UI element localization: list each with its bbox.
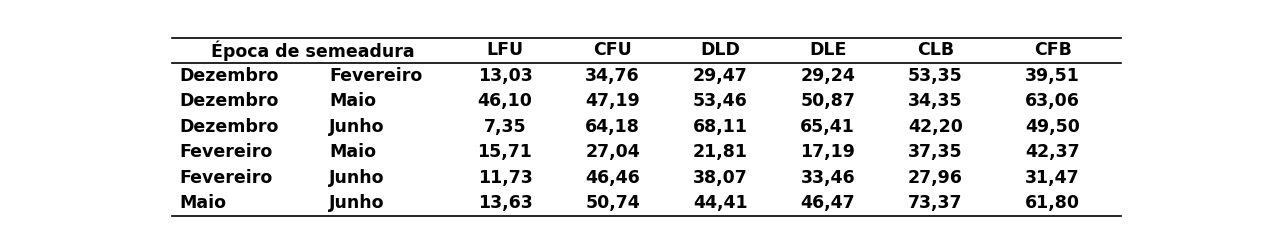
- Text: 47,19: 47,19: [586, 92, 640, 110]
- Text: Maio: Maio: [179, 194, 226, 212]
- Text: 15,71: 15,71: [477, 143, 533, 161]
- Text: 53,46: 53,46: [693, 92, 747, 110]
- Text: 46,47: 46,47: [800, 194, 856, 212]
- Text: 11,73: 11,73: [477, 169, 533, 187]
- Text: 46,46: 46,46: [586, 169, 640, 187]
- Text: 27,04: 27,04: [586, 143, 640, 161]
- Text: 50,87: 50,87: [800, 92, 856, 110]
- Text: Junho: Junho: [329, 118, 385, 136]
- Text: Maio: Maio: [329, 143, 376, 161]
- Text: Dezembro: Dezembro: [179, 92, 279, 110]
- Text: CFB: CFB: [1034, 41, 1071, 59]
- Text: Dezembro: Dezembro: [179, 67, 279, 85]
- Text: Fevereiro: Fevereiro: [329, 67, 423, 85]
- Text: Fevereiro: Fevereiro: [179, 143, 273, 161]
- Text: Junho: Junho: [329, 194, 385, 212]
- Text: CLB: CLB: [916, 41, 954, 59]
- Text: Maio: Maio: [329, 92, 376, 110]
- Text: 7,35: 7,35: [483, 118, 526, 136]
- Text: 37,35: 37,35: [907, 143, 963, 161]
- Text: 39,51: 39,51: [1025, 67, 1080, 85]
- Text: 31,47: 31,47: [1025, 169, 1080, 187]
- Text: 21,81: 21,81: [693, 143, 747, 161]
- Text: 34,35: 34,35: [907, 92, 963, 110]
- Text: Fevereiro: Fevereiro: [179, 169, 273, 187]
- Text: 38,07: 38,07: [693, 169, 747, 187]
- Text: 49,50: 49,50: [1025, 118, 1080, 136]
- Text: 46,10: 46,10: [477, 92, 533, 110]
- Text: 68,11: 68,11: [693, 118, 747, 136]
- Text: Época de semeadura: Época de semeadura: [211, 40, 415, 61]
- Text: 27,96: 27,96: [907, 169, 963, 187]
- Text: DLE: DLE: [809, 41, 847, 59]
- Text: LFU: LFU: [486, 41, 524, 59]
- Text: 50,74: 50,74: [586, 194, 640, 212]
- Text: 42,20: 42,20: [907, 118, 963, 136]
- Text: 42,37: 42,37: [1025, 143, 1080, 161]
- Text: 63,06: 63,06: [1025, 92, 1080, 110]
- Text: 17,19: 17,19: [800, 143, 856, 161]
- Text: 33,46: 33,46: [800, 169, 856, 187]
- Text: 44,41: 44,41: [693, 194, 747, 212]
- Text: 34,76: 34,76: [586, 67, 640, 85]
- Text: CFU: CFU: [593, 41, 632, 59]
- Text: 13,03: 13,03: [477, 67, 533, 85]
- Text: 65,41: 65,41: [800, 118, 856, 136]
- Text: 29,24: 29,24: [800, 67, 856, 85]
- Text: 13,63: 13,63: [477, 194, 533, 212]
- Text: Junho: Junho: [329, 169, 385, 187]
- Text: 53,35: 53,35: [907, 67, 963, 85]
- Text: Dezembro: Dezembro: [179, 118, 279, 136]
- Text: DLD: DLD: [700, 41, 740, 59]
- Text: 29,47: 29,47: [693, 67, 747, 85]
- Text: 64,18: 64,18: [586, 118, 640, 136]
- Text: 73,37: 73,37: [909, 194, 963, 212]
- Text: 61,80: 61,80: [1025, 194, 1080, 212]
